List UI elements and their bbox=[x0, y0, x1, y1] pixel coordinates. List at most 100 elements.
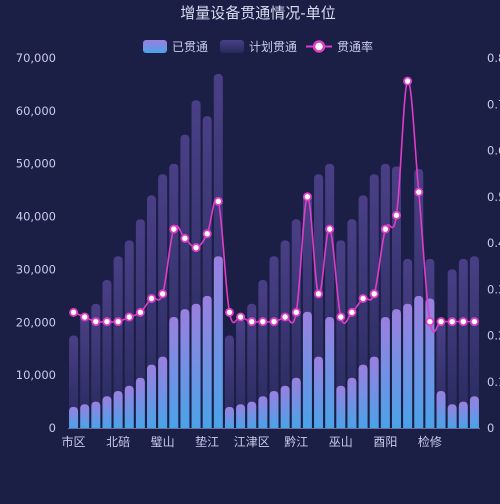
rate-point[interactable] bbox=[380, 224, 390, 234]
done-bar[interactable] bbox=[380, 317, 390, 428]
done-bar[interactable] bbox=[414, 295, 424, 428]
rate-point[interactable] bbox=[280, 312, 290, 322]
plan-bar[interactable] bbox=[447, 269, 457, 428]
plan-bar[interactable] bbox=[236, 319, 246, 428]
rate-point[interactable] bbox=[191, 243, 201, 253]
done-bar[interactable] bbox=[180, 309, 190, 428]
plan-bar[interactable] bbox=[113, 256, 123, 428]
rate-point[interactable] bbox=[458, 317, 468, 327]
rate-point[interactable] bbox=[224, 307, 234, 317]
rate-point[interactable] bbox=[102, 317, 112, 327]
done-bar[interactable] bbox=[369, 356, 379, 428]
done-bar[interactable] bbox=[224, 406, 234, 428]
rate-point[interactable] bbox=[180, 233, 190, 243]
plan-bar[interactable] bbox=[124, 240, 134, 428]
done-bar[interactable] bbox=[280, 385, 290, 428]
plan-bar[interactable] bbox=[291, 219, 301, 428]
done-bar[interactable] bbox=[236, 404, 246, 428]
plan-bar[interactable] bbox=[269, 256, 279, 428]
legend-swatch-done[interactable] bbox=[143, 40, 167, 53]
rate-point[interactable] bbox=[91, 317, 101, 327]
done-bar[interactable] bbox=[325, 317, 335, 428]
done-bar[interactable] bbox=[269, 391, 279, 428]
rate-point[interactable] bbox=[213, 196, 223, 206]
done-bar[interactable] bbox=[113, 391, 123, 428]
plan-bar[interactable] bbox=[469, 256, 479, 428]
rate-point[interactable] bbox=[236, 312, 246, 322]
plan-bar[interactable] bbox=[336, 240, 346, 428]
legend-label-plan[interactable]: 计划贯通 bbox=[249, 40, 297, 54]
rate-point[interactable] bbox=[147, 293, 157, 303]
rate-point[interactable] bbox=[69, 307, 79, 317]
rate-point[interactable] bbox=[169, 224, 179, 234]
plan-bar[interactable] bbox=[258, 280, 268, 428]
rate-point[interactable] bbox=[347, 307, 357, 317]
done-bar[interactable] bbox=[358, 364, 368, 428]
rate-point[interactable] bbox=[247, 317, 257, 327]
rate-point[interactable] bbox=[80, 312, 90, 322]
rate-point[interactable] bbox=[325, 224, 335, 234]
rate-point[interactable] bbox=[358, 293, 368, 303]
rate-point[interactable] bbox=[436, 317, 446, 327]
legend-label-done[interactable]: 已贯通 bbox=[172, 40, 208, 54]
rate-point[interactable] bbox=[135, 307, 145, 317]
plan-bar[interactable] bbox=[91, 303, 101, 428]
done-bar[interactable] bbox=[102, 396, 112, 428]
done-bar[interactable] bbox=[347, 377, 357, 428]
rate-point[interactable] bbox=[425, 317, 435, 327]
rate-point[interactable] bbox=[314, 289, 324, 299]
done-bar[interactable] bbox=[169, 317, 179, 428]
done-bar[interactable] bbox=[336, 385, 346, 428]
done-bar[interactable] bbox=[69, 406, 79, 428]
plan-bar[interactable] bbox=[224, 335, 234, 429]
done-bar[interactable] bbox=[391, 309, 401, 428]
done-bar[interactable] bbox=[469, 396, 479, 428]
rate-point[interactable] bbox=[202, 229, 212, 239]
rate-point[interactable] bbox=[291, 307, 301, 317]
rate-point[interactable] bbox=[336, 312, 346, 322]
rate-point[interactable] bbox=[113, 317, 123, 327]
rate-point[interactable] bbox=[269, 317, 279, 327]
rate-point[interactable] bbox=[447, 317, 457, 327]
rate-point[interactable] bbox=[414, 187, 424, 197]
done-bar[interactable] bbox=[258, 396, 268, 428]
done-bar[interactable] bbox=[124, 385, 134, 428]
done-bar[interactable] bbox=[213, 256, 223, 428]
y-left-tick-label: 60,000 bbox=[16, 104, 56, 118]
plan-bar[interactable] bbox=[280, 240, 290, 428]
done-bar[interactable] bbox=[247, 401, 257, 428]
rate-point[interactable] bbox=[158, 289, 168, 299]
legend-label-rate[interactable]: 贯通率 bbox=[337, 39, 373, 54]
x-axis: 市区 北碚 璧山 垫江 江津区 黔江 巫山 酉阳 检修 bbox=[62, 428, 480, 449]
done-bar[interactable] bbox=[447, 404, 457, 428]
rate-point[interactable] bbox=[124, 312, 134, 322]
done-bar[interactable] bbox=[91, 401, 101, 428]
rate-point[interactable] bbox=[302, 192, 312, 202]
rate-point[interactable] bbox=[258, 317, 268, 327]
done-bar[interactable] bbox=[403, 303, 413, 428]
done-bar[interactable] bbox=[158, 356, 168, 428]
legend-swatch-plan[interactable] bbox=[220, 40, 244, 53]
done-bar[interactable] bbox=[80, 404, 90, 428]
done-bar[interactable] bbox=[314, 356, 324, 428]
plan-bar[interactable] bbox=[458, 258, 468, 428]
plan-bar[interactable] bbox=[102, 280, 112, 428]
plan-bar[interactable] bbox=[347, 219, 357, 428]
done-bar[interactable] bbox=[436, 391, 446, 428]
done-bar[interactable] bbox=[202, 295, 212, 428]
plan-bar[interactable] bbox=[80, 314, 90, 428]
rate-point[interactable] bbox=[369, 289, 379, 299]
done-bar[interactable] bbox=[147, 364, 157, 428]
legend-swatch-rate-marker[interactable] bbox=[312, 40, 326, 53]
plan-bar[interactable] bbox=[247, 303, 257, 428]
rate-point[interactable] bbox=[469, 317, 479, 327]
done-bar[interactable] bbox=[291, 377, 301, 428]
done-bar[interactable] bbox=[135, 377, 145, 428]
done-bar[interactable] bbox=[191, 303, 201, 428]
done-bar[interactable] bbox=[302, 311, 312, 428]
plan-bar[interactable] bbox=[135, 219, 145, 428]
rate-point[interactable] bbox=[391, 210, 401, 220]
done-bar[interactable] bbox=[458, 401, 468, 428]
plan-bar[interactable] bbox=[69, 335, 79, 429]
rate-point[interactable] bbox=[403, 76, 413, 86]
